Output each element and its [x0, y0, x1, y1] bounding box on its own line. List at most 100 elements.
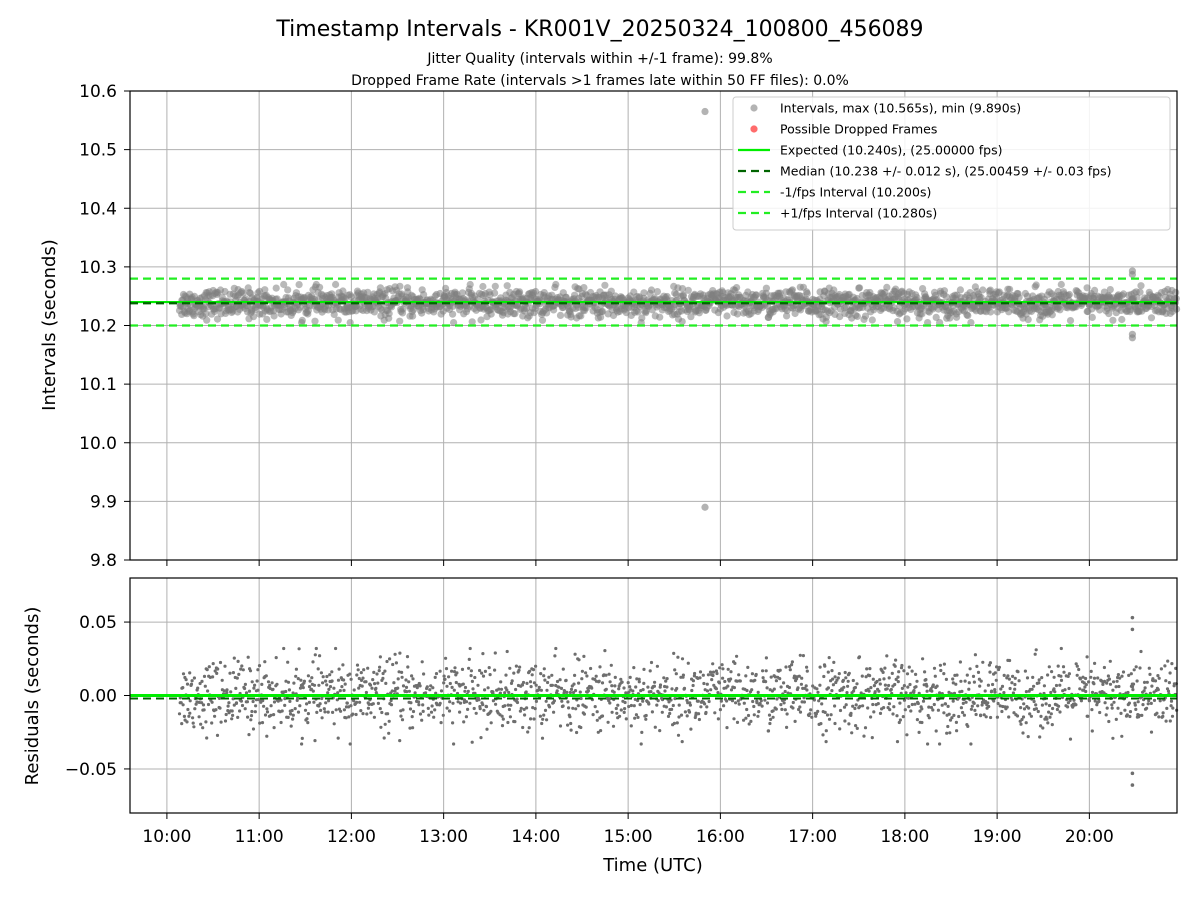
- residual-point: [561, 667, 565, 671]
- residual-point: [213, 714, 217, 718]
- residual-point: [863, 726, 868, 730]
- interval-point: [733, 310, 742, 318]
- residual-point: [249, 718, 253, 722]
- residual-point: [308, 679, 312, 683]
- residual-point: [1134, 707, 1138, 712]
- residual-point: [655, 664, 660, 668]
- residual-point: [1168, 671, 1172, 675]
- residuals-panel: −0.050.000.05 10:00 11:00 12:00 13:00 14:00 1…: [22, 577, 1179, 876]
- residual-point: [1120, 674, 1124, 678]
- residual-point: [846, 679, 850, 683]
- residual-point: [239, 699, 243, 703]
- residual-point: [1149, 701, 1153, 706]
- interval-point: [1133, 293, 1141, 302]
- residual-point: [1021, 715, 1026, 719]
- residual-point: [680, 740, 684, 744]
- interval-point: [893, 318, 902, 326]
- residual-point: [916, 701, 920, 706]
- residual-point: [696, 699, 700, 703]
- interval-point: [640, 289, 648, 297]
- residual-point: [718, 708, 723, 712]
- residual-point: [1083, 685, 1087, 689]
- interval-point: [783, 312, 791, 320]
- residual-point: [986, 701, 990, 705]
- residual-point: [975, 664, 979, 669]
- residual-point: [810, 715, 814, 719]
- residual-point: [1171, 706, 1175, 710]
- residual-point: [673, 697, 677, 701]
- residual-point: [230, 717, 234, 721]
- legend-marker-intervals: [750, 104, 758, 112]
- residual-point: [262, 704, 266, 708]
- residual-point: [623, 707, 627, 711]
- residuals-points: [177, 615, 1179, 787]
- residual-point: [664, 679, 668, 683]
- residual-point: [718, 666, 722, 670]
- residual-point: [714, 687, 719, 691]
- residual-point: [1169, 699, 1174, 703]
- residual-point: [1011, 674, 1015, 679]
- residual-point: [1036, 709, 1040, 714]
- residual-point: [989, 715, 993, 720]
- residual-point: [691, 683, 695, 688]
- residual-point: [900, 663, 904, 668]
- residual-point: [398, 651, 402, 655]
- residual-point: [445, 684, 449, 688]
- residual-point: [736, 699, 740, 703]
- residual-point: [439, 721, 443, 725]
- residual-point: [634, 713, 639, 717]
- interval-point: [272, 284, 280, 292]
- residual-point: [454, 680, 458, 685]
- intervals-y-axis-label: Intervals (seconds): [39, 239, 60, 411]
- residual-point: [1037, 678, 1041, 682]
- residual-point: [622, 686, 626, 690]
- residual-point: [1156, 688, 1160, 692]
- residual-point: [705, 689, 710, 693]
- residual-point: [737, 673, 741, 677]
- residual-point: [1170, 714, 1175, 718]
- residual-point: [1028, 712, 1032, 716]
- residual-point: [883, 666, 887, 670]
- x-tick-label: 10:00: [142, 827, 191, 847]
- residual-point: [647, 702, 651, 706]
- residual-point: [417, 681, 421, 686]
- residual-point: [945, 731, 949, 735]
- residual-point: [398, 739, 402, 743]
- residual-point: [311, 660, 315, 664]
- residual-point: [1019, 722, 1023, 726]
- residual-point: [1005, 705, 1009, 709]
- residual-point: [500, 724, 505, 728]
- residual-point: [263, 660, 267, 664]
- residual-point: [981, 660, 985, 664]
- residual-point: [181, 703, 185, 707]
- residual-point: [843, 719, 847, 723]
- residual-point: [644, 713, 648, 718]
- residual-point: [202, 708, 206, 712]
- residual-point: [275, 682, 279, 686]
- residual-point: [418, 684, 422, 688]
- residual-point: [790, 660, 795, 664]
- interval-point: [607, 287, 615, 295]
- residual-point: [1033, 652, 1037, 656]
- residual-point: [298, 686, 303, 690]
- residual-point: [1026, 735, 1030, 739]
- residual-point: [428, 688, 432, 692]
- residual-point: [493, 651, 497, 655]
- residual-point: [296, 696, 300, 700]
- residual-point: [1023, 669, 1027, 673]
- residual-point: [541, 717, 545, 721]
- residual-point: [297, 647, 301, 651]
- residual-point: [951, 681, 955, 685]
- residual-point: [636, 715, 640, 720]
- residual-point: [938, 691, 942, 695]
- residual-point: [938, 742, 942, 746]
- intervals-y-tick-label: 10.5: [79, 141, 117, 161]
- interval-point: [830, 286, 838, 294]
- residual-point: [616, 703, 620, 707]
- residual-point: [988, 670, 992, 674]
- residual-point: [1143, 686, 1147, 690]
- residual-point: [330, 670, 334, 674]
- residual-point: [837, 672, 841, 676]
- residual-point: [553, 654, 557, 658]
- residual-point: [197, 700, 201, 705]
